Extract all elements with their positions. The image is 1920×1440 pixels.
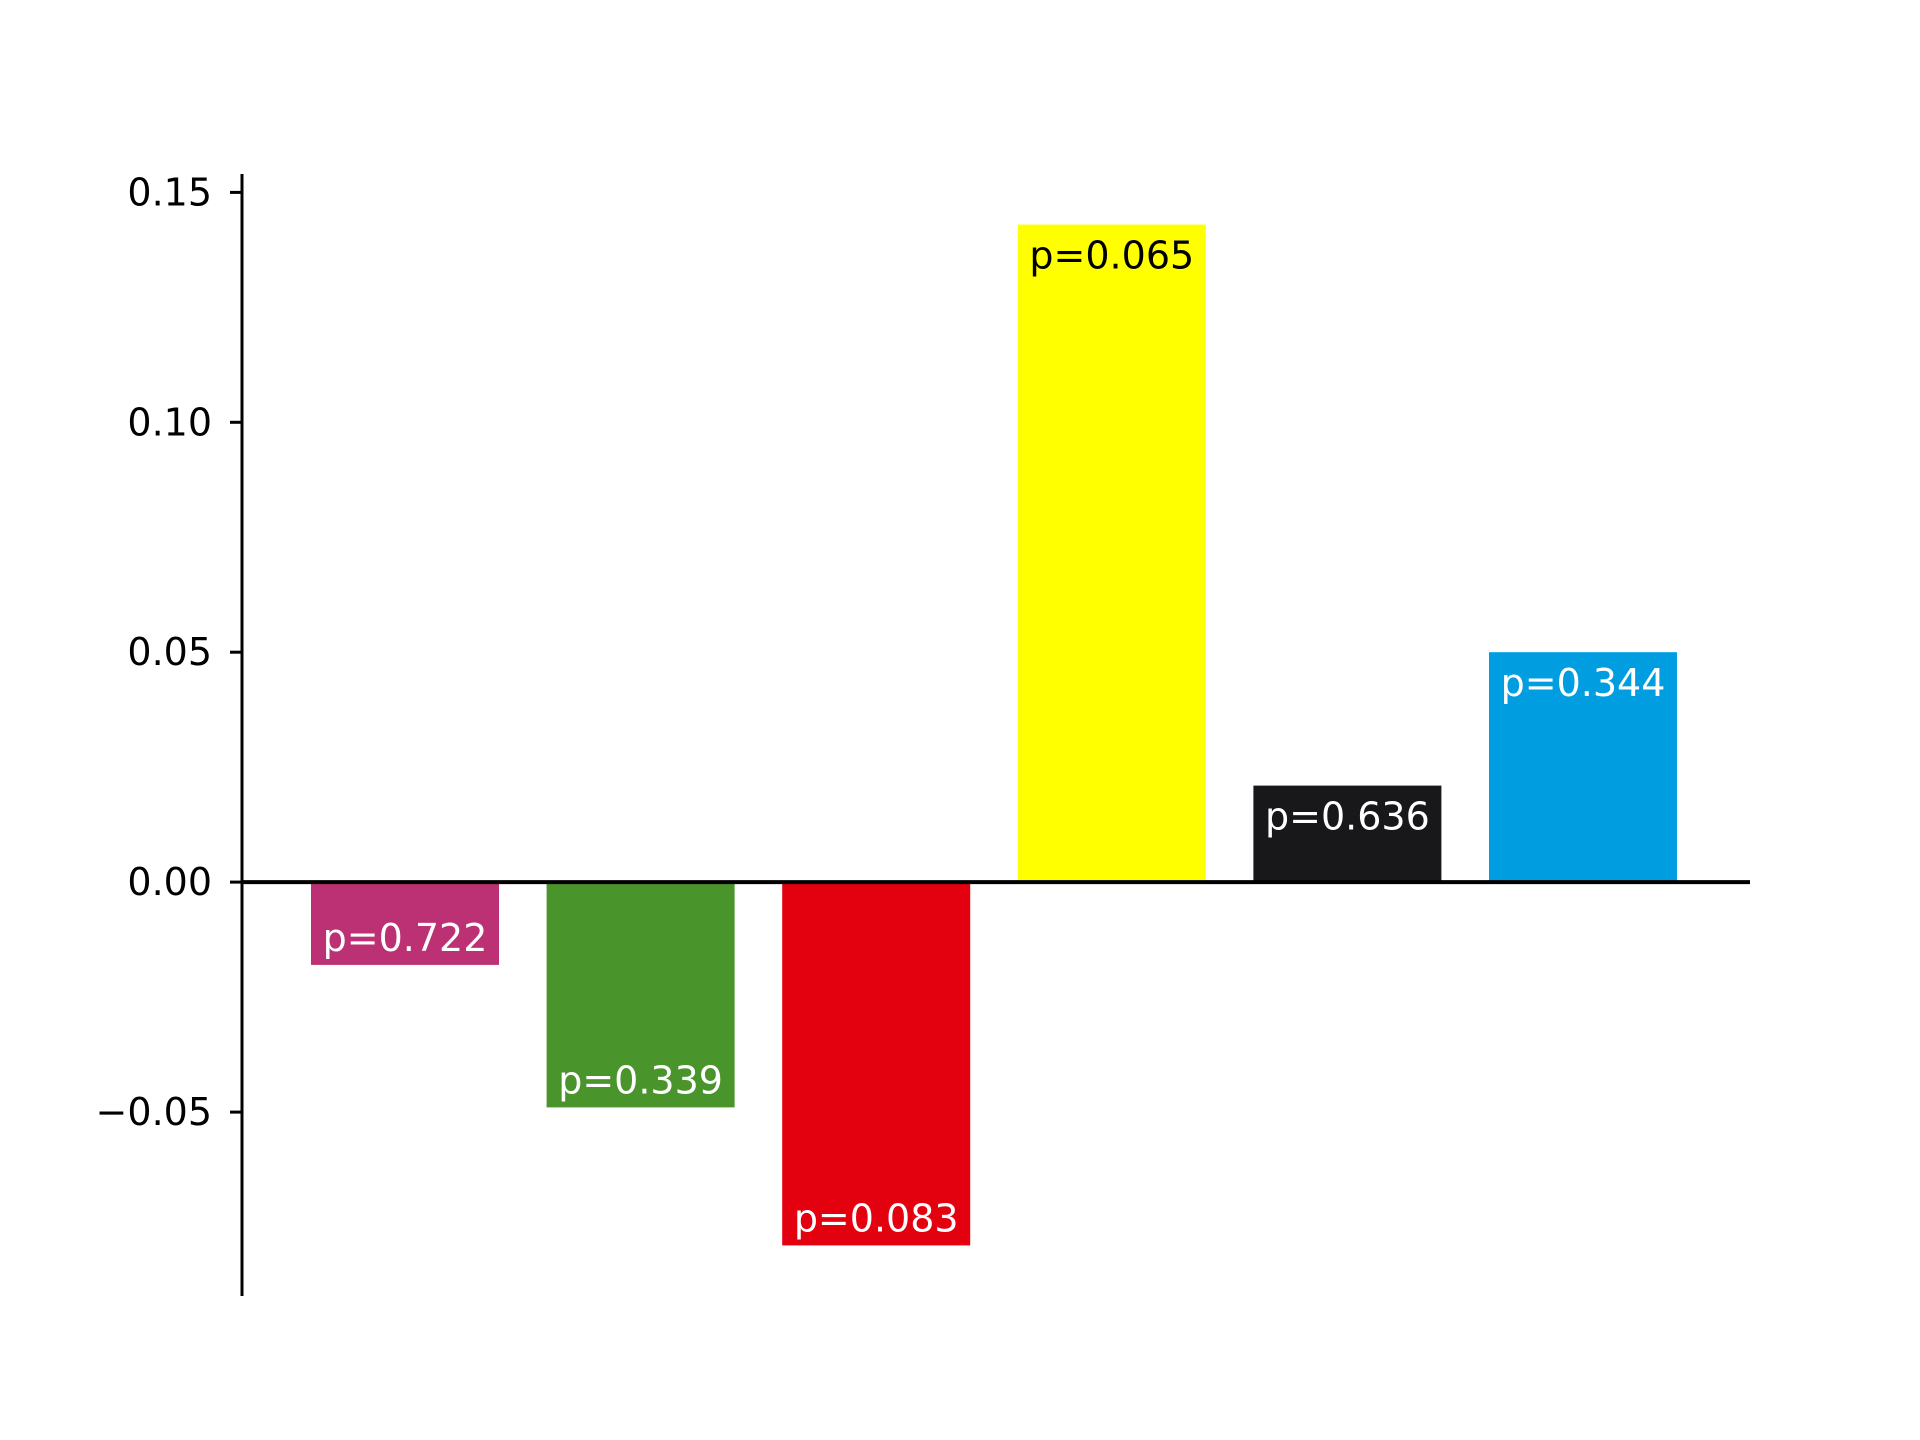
y-tick-label-2: 0.00 xyxy=(127,860,212,904)
bar-label-3: p=0.083 xyxy=(794,1196,959,1240)
y-tick-label-5: 0.15 xyxy=(127,170,212,214)
bar-1 xyxy=(311,882,499,965)
bar-label-5: p=0.636 xyxy=(1265,795,1430,839)
bar-label-4: p=0.065 xyxy=(1029,234,1194,278)
y-tick-label-3: 0.05 xyxy=(127,630,212,674)
y-tick-label-1: −0.05 xyxy=(96,1090,212,1134)
bars-layer xyxy=(311,224,1677,1246)
y-tick-label-4: 0.10 xyxy=(127,400,212,444)
bar-3 xyxy=(782,882,971,1246)
bar-2 xyxy=(546,882,735,1108)
y-axis: −0.05 0.00 0.05 0.10 0.15 xyxy=(96,170,1750,1296)
bar-6 xyxy=(1489,652,1677,883)
bar-label-6: p=0.344 xyxy=(1501,661,1666,705)
bar-4 xyxy=(1017,224,1206,883)
bar-label-2: p=0.339 xyxy=(558,1059,723,1103)
bar-5 xyxy=(1253,785,1442,883)
bar-labels-layer: p=0.722 p=0.339 p=0.083 p=0.065 p=0.636 p=0.3… xyxy=(323,234,1666,1241)
bar-label-1: p=0.722 xyxy=(323,916,488,960)
